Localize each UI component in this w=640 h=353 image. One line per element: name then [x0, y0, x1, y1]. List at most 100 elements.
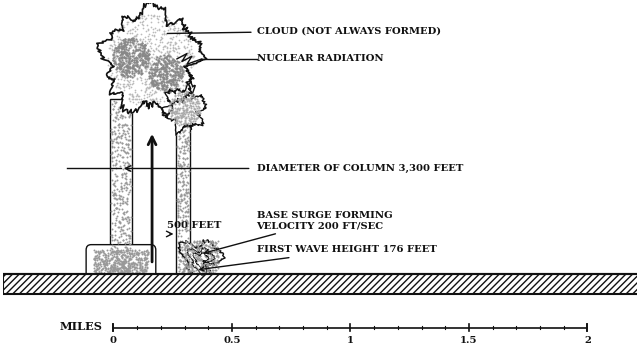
Point	[142, 50, 152, 55]
Point	[173, 72, 183, 77]
Point	[200, 248, 211, 254]
Point	[165, 85, 175, 91]
Point	[120, 61, 130, 67]
Point	[111, 205, 122, 211]
Point	[154, 69, 164, 75]
Point	[113, 255, 123, 261]
Point	[127, 80, 138, 85]
Point	[174, 145, 184, 150]
Point	[181, 262, 191, 268]
Point	[109, 271, 120, 277]
Point	[157, 72, 168, 77]
Point	[160, 43, 170, 49]
Point	[118, 231, 129, 236]
Point	[137, 53, 147, 58]
Point	[184, 169, 194, 174]
Point	[128, 62, 138, 68]
Point	[184, 115, 194, 121]
Point	[172, 97, 182, 103]
Point	[148, 13, 158, 19]
Point	[200, 246, 210, 252]
Point	[188, 62, 198, 67]
Point	[118, 73, 129, 79]
Point	[137, 268, 147, 274]
Point	[203, 262, 213, 268]
Point	[95, 250, 106, 255]
Point	[114, 41, 124, 47]
Point	[162, 49, 172, 55]
Point	[168, 45, 178, 50]
Point	[120, 264, 130, 270]
Point	[181, 243, 191, 249]
Point	[127, 26, 138, 32]
Point	[108, 57, 118, 63]
Point	[130, 55, 140, 60]
Point	[152, 66, 162, 72]
Point	[179, 262, 189, 267]
Point	[91, 253, 101, 259]
Point	[141, 259, 152, 265]
Point	[112, 266, 122, 271]
Point	[106, 72, 116, 78]
Point	[90, 258, 100, 263]
Point	[178, 109, 188, 114]
Point	[113, 28, 123, 34]
Point	[164, 39, 175, 45]
Point	[182, 247, 192, 253]
Point	[136, 263, 147, 269]
Point	[170, 88, 180, 93]
Point	[175, 74, 185, 79]
Point	[136, 68, 147, 73]
Point	[173, 118, 184, 124]
Point	[138, 43, 148, 49]
Point	[189, 106, 199, 112]
Point	[175, 233, 186, 239]
Point	[113, 219, 124, 225]
Point	[129, 41, 139, 47]
Point	[120, 47, 130, 53]
Point	[129, 38, 140, 43]
Point	[182, 266, 192, 271]
Point	[139, 250, 149, 256]
Point	[116, 186, 126, 191]
Point	[164, 35, 175, 41]
Point	[212, 248, 222, 254]
Point	[188, 249, 198, 254]
Point	[108, 192, 118, 198]
Point	[113, 224, 123, 229]
Point	[155, 87, 165, 92]
Point	[153, 16, 163, 22]
Point	[123, 137, 133, 143]
Point	[188, 94, 198, 100]
Point	[202, 263, 212, 268]
Point	[109, 268, 120, 274]
Point	[184, 100, 195, 106]
Point	[203, 266, 213, 272]
Point	[117, 214, 127, 220]
Point	[189, 263, 200, 269]
Point	[160, 72, 170, 78]
Point	[115, 54, 125, 60]
Point	[178, 121, 188, 126]
Point	[118, 194, 128, 200]
Point	[170, 58, 180, 64]
Point	[136, 266, 146, 271]
Point	[163, 59, 173, 64]
Point	[182, 220, 193, 226]
Point	[170, 68, 180, 74]
Point	[119, 54, 129, 60]
Point	[205, 269, 215, 275]
Point	[182, 147, 192, 153]
Point	[124, 95, 134, 101]
Point	[124, 256, 134, 262]
Point	[120, 175, 130, 180]
Point	[124, 261, 134, 267]
Point	[186, 103, 196, 109]
Point	[177, 191, 187, 196]
Point	[111, 110, 122, 115]
Point	[174, 71, 184, 77]
Point	[180, 208, 191, 214]
Point	[144, 69, 154, 75]
Point	[177, 68, 188, 74]
Point	[119, 170, 129, 176]
